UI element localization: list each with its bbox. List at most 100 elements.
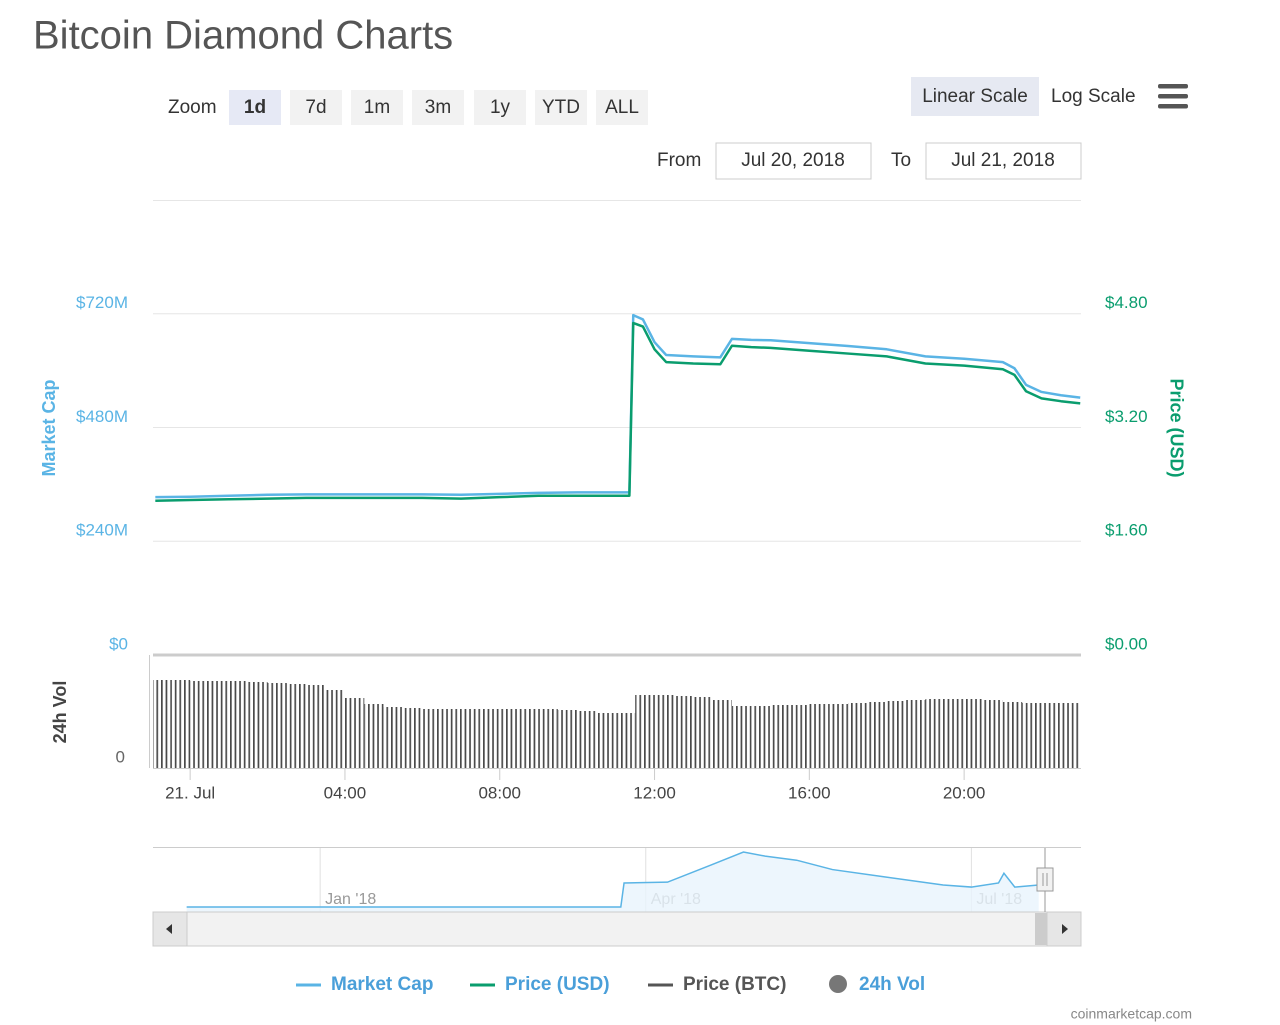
menu-icon[interactable] [1158,84,1188,109]
volume-bar [538,709,558,768]
from-label: From [657,150,701,171]
scale-button-box[interactable] [911,77,1039,116]
to-input[interactable]: Jul 21, 2018 [951,150,1055,171]
x-tick-label: 20:00 [943,783,986,802]
volume-bar [519,709,539,768]
y2-tick-label: $4.80 [1105,293,1148,312]
y2-tick-label: $0.00 [1105,634,1148,653]
zoom-button-box[interactable] [474,90,526,125]
volume-bar [461,709,481,768]
volume-bar [615,713,636,768]
volume-bar [731,706,752,768]
volume-bar [557,710,578,768]
zoom-button-box[interactable] [412,90,464,125]
from-input[interactable]: Jul 20, 2018 [741,150,845,171]
x-tick-label: 08:00 [478,783,521,802]
navigator-handle[interactable] [1036,848,1054,912]
navigator-area [186,852,1039,912]
volume-bar [925,699,945,768]
y-tick-label: $240M [76,521,128,540]
volume-bar [1022,703,1042,768]
volume-bar [190,681,210,768]
zoom-button[interactable]: ALL [605,97,639,118]
volume-bar [153,680,171,768]
volume-bar [267,683,287,768]
volume-bar [635,695,655,768]
volume-bar [344,698,365,768]
volume-bar [209,681,229,768]
zoom-label: Zoom [168,97,217,118]
y-tick-label: $0 [109,634,128,653]
y-tick-label: $720M [76,293,128,312]
volume-bar [1041,703,1061,768]
legend-swatch[interactable] [829,975,847,993]
volume-bar [770,705,790,768]
volume-bar [751,706,771,768]
x-tick-label: 16:00 [788,783,831,802]
y-tick-label: $480M [76,407,128,426]
legend-label[interactable]: Price (USD) [505,974,610,995]
to-label: To [891,150,911,171]
zoom-button[interactable]: 3m [425,97,451,118]
volume-bar [906,700,926,768]
scrollbar[interactable] [152,911,1082,947]
volume-bar [828,704,849,768]
zoom-button-box[interactable] [535,90,587,125]
volume-bar [886,701,907,768]
x-tick-label: 12:00 [633,783,676,802]
volume-bar [654,695,674,768]
y2-tick-label: $1.60 [1105,521,1148,540]
volume-bar [944,699,965,768]
volume-bar [712,700,732,768]
volume-bar [170,680,191,768]
zoom-button[interactable]: 1m [364,97,390,118]
zoom-button[interactable]: 7d [305,97,326,118]
volume-bar [402,708,423,768]
volume-bar [983,700,1003,768]
volume-bar [364,704,384,768]
y-axis-title: Market Cap [39,379,59,476]
y2-axis-title: Price (USD) [1166,378,1186,477]
to-input-box[interactable] [925,142,1082,180]
zoom-button-box[interactable] [351,90,403,125]
legend-label[interactable]: Price (BTC) [683,974,786,995]
volume-bar [286,684,307,768]
volume-bar [964,699,984,768]
volume-bar [673,696,694,768]
volume-bar [306,685,326,768]
volume-bar [1002,702,1023,768]
page-title: Bitcoin Diamond Charts [33,14,453,58]
volume-bar [577,711,597,768]
volume-bar [383,707,403,768]
volume-bar [499,709,520,768]
legend-label[interactable]: 24h Vol [859,974,925,995]
volume-bar [867,702,887,768]
legend-label[interactable]: Market Cap [331,974,433,995]
zoom-button[interactable]: 1d [244,97,266,118]
volume-bar [441,709,462,768]
zoom-button-box[interactable] [229,90,281,125]
from-input-box[interactable] [715,142,872,180]
volume-bar [325,690,345,768]
zoom-button-box[interactable] [596,90,648,125]
scale-button[interactable]: Linear Scale [922,86,1028,107]
scroll-thumb[interactable] [1035,913,1047,945]
volume-axis-title: 24h Vol [50,681,70,744]
series-line [155,321,1081,502]
volume-bar [248,682,268,768]
y-tick-label: 0 [116,747,125,766]
volume-bar [848,703,868,768]
scale-button[interactable]: Log Scale [1051,86,1136,107]
series-line [155,313,1081,499]
volume-bar [596,713,616,768]
volume-bar [809,704,829,768]
volume-bar [480,709,500,768]
volume-bar [789,705,810,768]
zoom-button-box[interactable] [290,90,342,125]
volume-bar [422,709,442,768]
zoom-button[interactable]: 1y [490,97,511,118]
navigator-tick-label: Jan '18 [325,891,376,908]
zoom-button[interactable]: YTD [542,97,580,118]
